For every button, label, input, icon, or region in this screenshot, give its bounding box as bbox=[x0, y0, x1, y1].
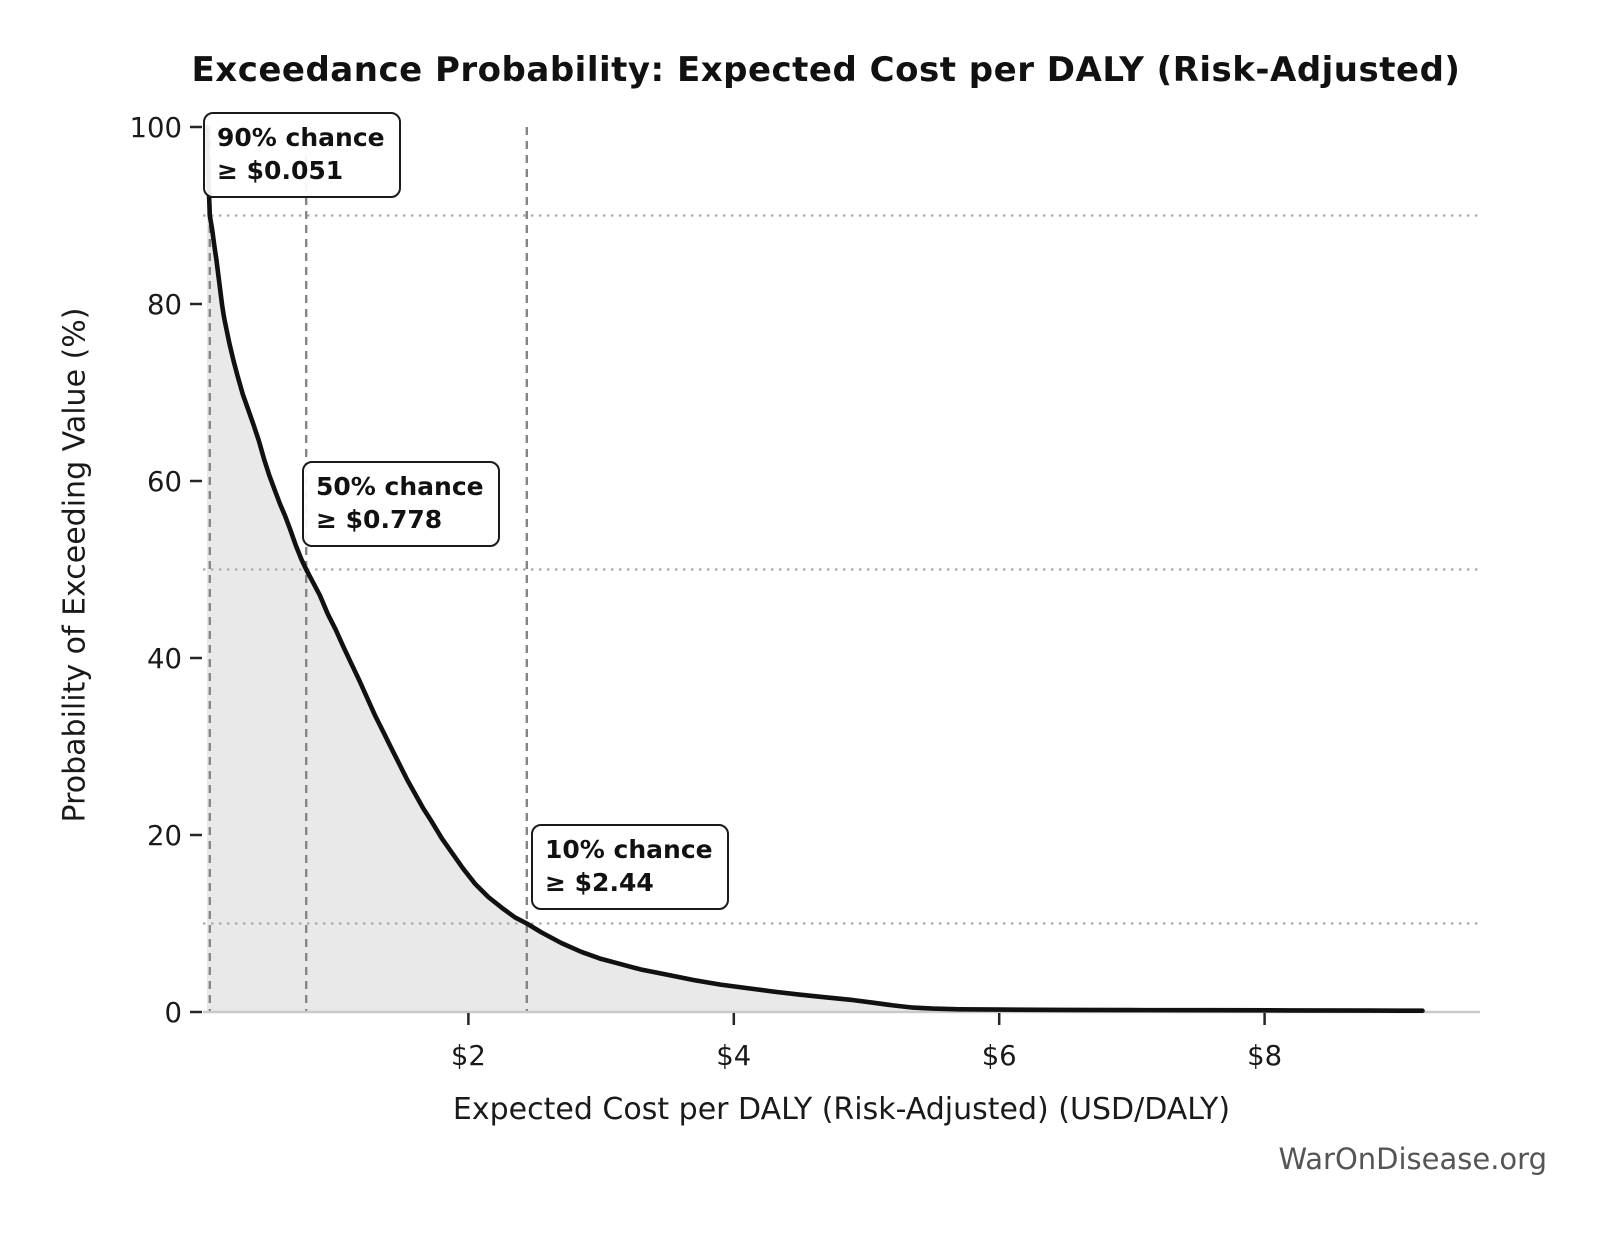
annotation-line2: ≥ $0.778 bbox=[316, 505, 443, 534]
x-tick-label: $2 bbox=[451, 1040, 486, 1072]
y-tick-label: 0 bbox=[165, 997, 183, 1029]
curve-fill-area bbox=[206, 127, 1423, 1012]
annotation-line2: ≥ $2.44 bbox=[545, 868, 654, 897]
annotation-90pct-quantile: 90% chance ≥ $0.051 bbox=[203, 112, 401, 198]
annotation-50pct-quantile: 50% chance ≥ $0.778 bbox=[302, 461, 500, 547]
x-tick-label: $6 bbox=[982, 1040, 1017, 1072]
chart-title: Exceedance Probability: Expected Cost pe… bbox=[191, 50, 1461, 90]
y-tick-label: 100 bbox=[130, 112, 183, 144]
x-tick-label: $8 bbox=[1247, 1040, 1282, 1072]
y-tick-label: 20 bbox=[147, 820, 182, 852]
x-axis-label: Expected Cost per DALY (Risk-Adjusted) (… bbox=[452, 1092, 1231, 1127]
y-tick-label: 80 bbox=[147, 289, 182, 321]
watermark: WarOnDisease.org bbox=[1278, 1142, 1547, 1176]
annotation-line2: ≥ $0.051 bbox=[217, 156, 344, 185]
y-tick-label: 60 bbox=[147, 466, 182, 498]
annotation-line1: 90% chance bbox=[217, 123, 385, 152]
annotation-10pct-quantile: 10% chance ≥ $2.44 bbox=[531, 824, 729, 910]
exceedance-curve bbox=[204, 124, 1425, 1013]
annotation-line1: 50% chance bbox=[316, 472, 484, 501]
x-tick-label: $4 bbox=[716, 1040, 751, 1072]
y-tick-label: 40 bbox=[147, 643, 182, 675]
annotation-line1: 10% chance bbox=[545, 835, 713, 864]
